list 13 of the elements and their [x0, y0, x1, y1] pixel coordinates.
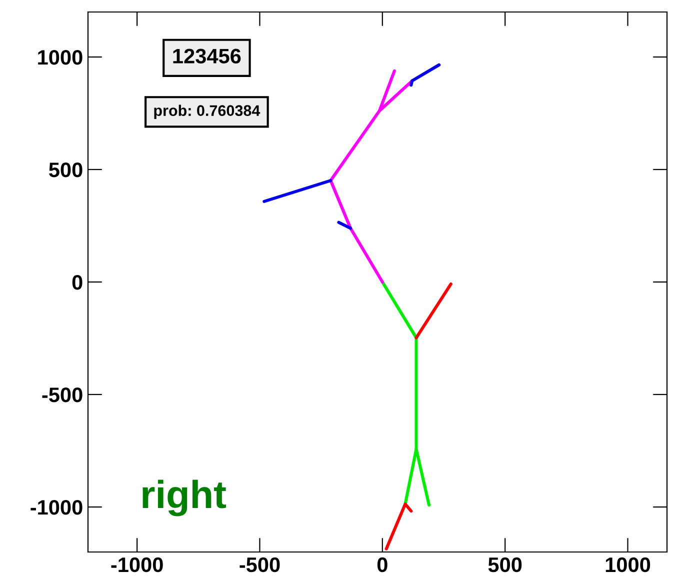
x-tick-label: -500 — [240, 557, 280, 572]
y-tick-label: 0 — [72, 275, 82, 290]
y-tick-label: 1000 — [38, 50, 82, 65]
annotation: prob: 0.760384 — [154, 104, 260, 120]
annotation: right — [142, 480, 226, 516]
y-tick-label: -500 — [42, 388, 82, 402]
x-tick-label: 0 — [377, 557, 388, 572]
x-tick-label: 1000 — [606, 557, 650, 572]
x-tick-label: 500 — [488, 557, 522, 572]
annotation: 123456 — [173, 48, 241, 64]
y-tick-label: 500 — [49, 162, 82, 178]
x-tick-label: -1000 — [111, 557, 163, 572]
y-tick-label: -1000 — [30, 500, 82, 515]
